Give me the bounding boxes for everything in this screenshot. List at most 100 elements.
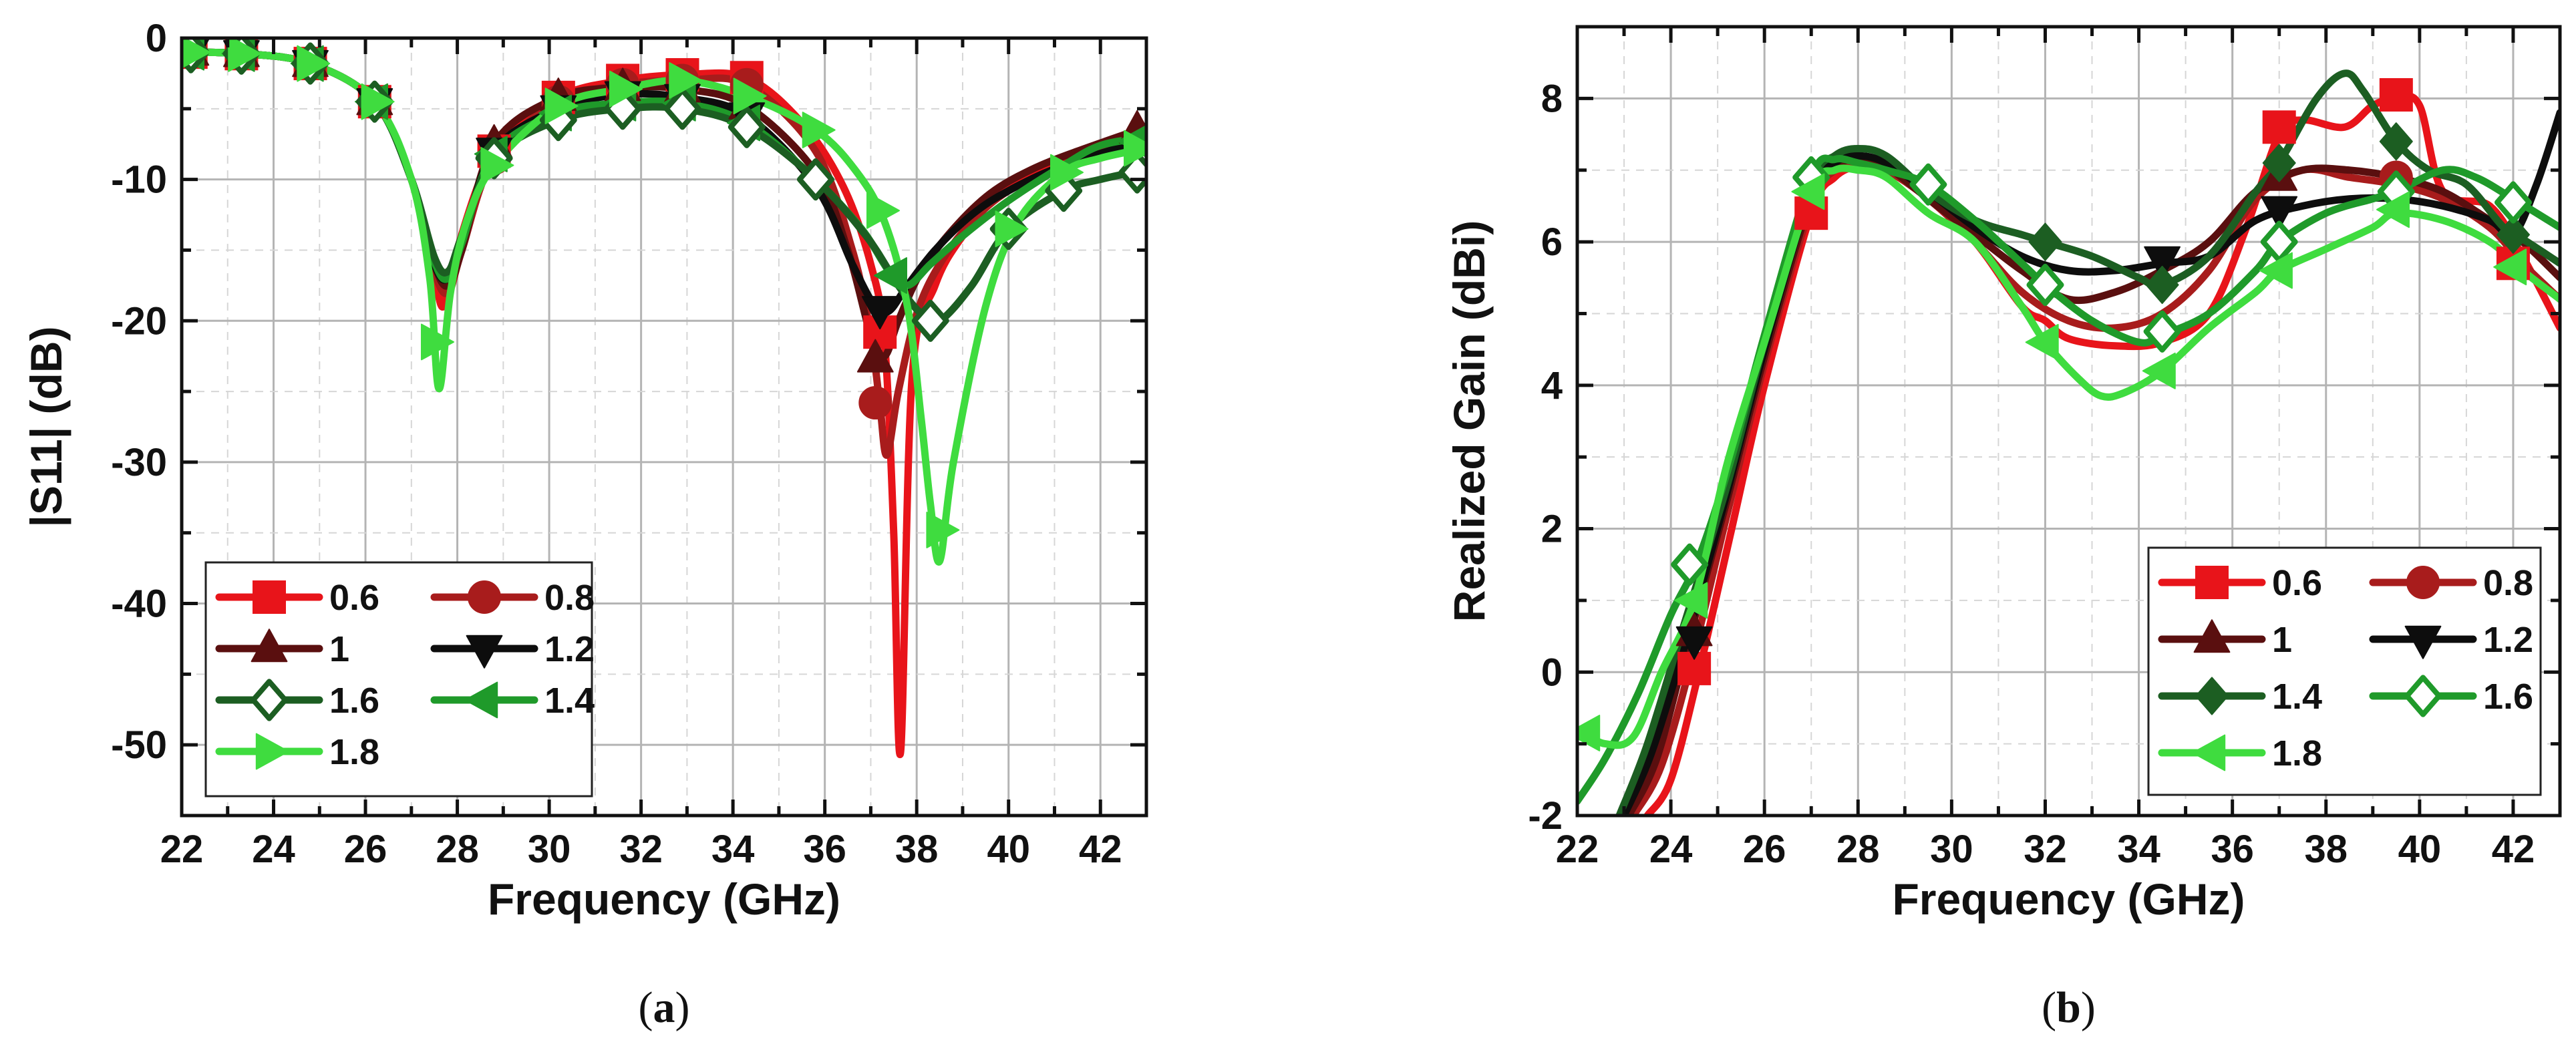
y-tick-label: -30: [111, 441, 167, 484]
y-tick-label: -50: [111, 723, 167, 767]
x-tick-label: 22: [1556, 828, 1599, 871]
data-point: [2379, 122, 2413, 161]
data-point: [2376, 191, 2410, 228]
x-tick-label: 42: [1079, 828, 1122, 871]
legend-swatch-marker: [464, 681, 498, 719]
series-line: [1577, 164, 2560, 749]
legend-entry-1-4: 1.4: [430, 681, 595, 721]
series-line: [1577, 154, 2560, 805]
data-point: [802, 112, 836, 148]
chart-s11: 22 24 26 28 30 32 34 36 38 40 42 0 -10 -20 -30 -40 -50 Fr…: [21, 17, 1148, 1032]
data-point: [733, 77, 767, 115]
x-tick-label: 38: [895, 828, 939, 871]
x-tick-label: 38: [2305, 828, 2348, 871]
data-point: [911, 299, 949, 342]
x-tick-label: 32: [619, 828, 663, 871]
legend-swatch-marker: [2195, 566, 2229, 599]
data-point: [2262, 144, 2296, 182]
data-point: [2028, 222, 2062, 261]
legend-label: 1.6: [329, 681, 379, 721]
legend-entry-1-6: 1.6: [2369, 675, 2533, 717]
legend: 0.6 0.8 1 1.2 1.4 1.6 1.8: [2147, 546, 2542, 796]
series-markers-0-6: [182, 38, 897, 349]
figure-caption: (a): [639, 983, 690, 1032]
data-point: [2145, 265, 2179, 305]
legend-label: 0.6: [329, 578, 379, 618]
data-point: [2379, 77, 2413, 112]
data-point: [2026, 263, 2064, 307]
series-markers-1-6: [1671, 156, 2532, 586]
caption-letter: a: [653, 983, 675, 1032]
legend-entry-1: 1: [2158, 619, 2292, 660]
data-point: [228, 38, 262, 72]
legend-label: 1.2: [544, 629, 595, 669]
legend-swatch-marker: [468, 580, 501, 614]
legend-swatch-marker: [2404, 675, 2442, 717]
y-axis-title: Realized Gain (dBi): [1444, 220, 1494, 622]
x-axis-title: Frequency (GHz): [488, 874, 840, 924]
ticks: 22 24 26 28 30 32 34 36 38 40 42 0 -10 -20 -30 -40 -50: [111, 17, 1148, 871]
y-tick-label: -2: [1528, 794, 1563, 838]
x-axis-title: Frequency (GHz): [1892, 874, 2245, 924]
data-point: [361, 83, 395, 120]
x-tick-label: 28: [436, 828, 479, 871]
legend-swatch-marker: [253, 580, 286, 614]
data-point: [796, 158, 834, 201]
data-point: [2143, 310, 2181, 353]
plot-area: [182, 38, 1146, 758]
caption-close: ): [675, 983, 690, 1032]
caption-close: ): [2081, 983, 2096, 1032]
legend-label: 1: [329, 629, 349, 669]
legend-entry-0-8: 0.8: [2369, 563, 2533, 603]
data-point: [2494, 181, 2532, 224]
data-point: [874, 257, 907, 294]
legend-entry-1-2: 1.2: [430, 629, 595, 669]
series-markers-1-8: [1577, 173, 2527, 751]
x-tick-label: 32: [2024, 828, 2067, 871]
x-tick-label: 22: [160, 828, 204, 871]
x-tick-label: 34: [2117, 828, 2160, 871]
y-tick-label: 0: [146, 17, 167, 60]
plot-frame: [180, 36, 1148, 818]
data-point: [1791, 173, 1825, 210]
data-point: [2261, 196, 2298, 230]
legend-swatch-marker: [251, 679, 288, 721]
legend-swatch-marker: [466, 635, 503, 669]
data-point: [669, 62, 703, 99]
y-tick-label: -40: [111, 582, 167, 626]
series-1-6: [1577, 154, 2560, 805]
legend-entry-1-4: 1.4: [2158, 677, 2322, 717]
y-tick-label: 0: [1541, 651, 1563, 694]
legend-swatch-marker: [255, 733, 289, 770]
data-point: [1671, 543, 1709, 586]
x-tick-label: 36: [803, 828, 846, 871]
legend-entry-0-6: 0.6: [215, 578, 379, 618]
x-tick-label: 34: [711, 828, 755, 871]
data-point: [297, 45, 331, 82]
data-point: [480, 147, 514, 184]
data-point: [1118, 151, 1146, 194]
x-tick-label: 28: [1836, 828, 1880, 871]
y-tick-label: 2: [1541, 508, 1563, 551]
legend-swatch-marker: [2192, 734, 2226, 771]
y-tick-label: -20: [111, 299, 167, 343]
y-tick-label: -10: [111, 158, 167, 202]
data-point: [2259, 252, 2293, 289]
legend-label: 1.8: [2272, 733, 2322, 773]
x-tick-label: 26: [1743, 828, 1786, 871]
data-point: [995, 210, 1029, 248]
data-point: [2025, 324, 2059, 361]
data-point: [728, 106, 766, 148]
data-point: [1909, 163, 1947, 206]
legend-entry-0-8: 0.8: [430, 578, 595, 618]
legend-swatch-marker: [251, 629, 288, 663]
data-point: [856, 339, 894, 373]
legend-label: 0.8: [2483, 563, 2533, 603]
series-markers-1-8: [182, 38, 1146, 548]
y-tick-label: 6: [1541, 220, 1563, 264]
data-point: [182, 38, 211, 69]
legend-entry-1-8: 1.8: [2158, 733, 2322, 773]
plot-frame: [1575, 25, 2562, 818]
